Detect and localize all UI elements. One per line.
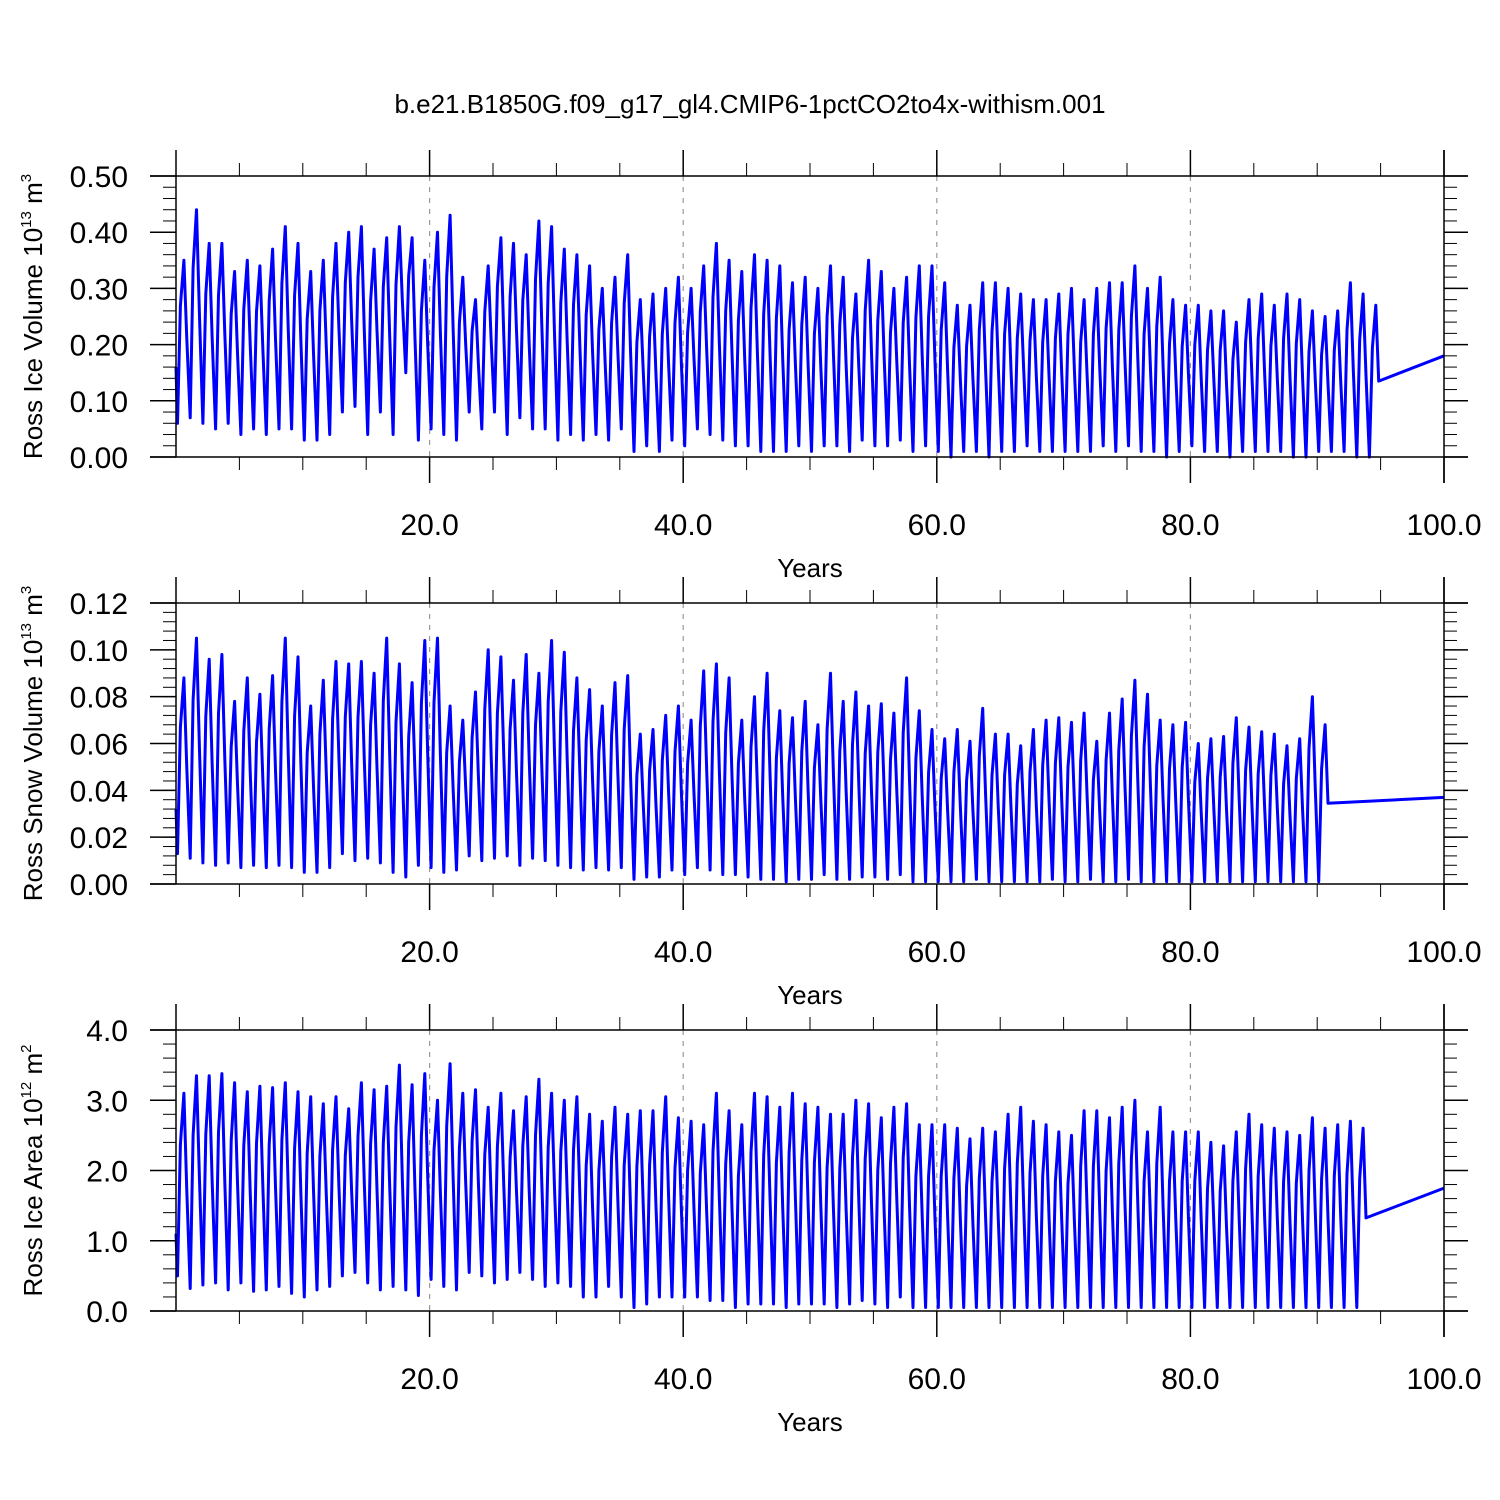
- y-axis-label-text: Ross Ice Volume 10: [18, 228, 48, 459]
- y-axis-label-superscript: 2: [18, 1045, 35, 1053]
- x-axis-label: Years: [777, 1407, 843, 1437]
- y-tick-label: 0.00: [70, 442, 128, 475]
- data-series-line: [174, 1062, 1445, 1309]
- y-tick-label: 0.20: [70, 330, 128, 363]
- y-axis-label-superscript: 13: [18, 623, 35, 640]
- data-series-line: [174, 208, 1445, 459]
- y-axis-label-text: m: [18, 594, 48, 623]
- y-tick-label: 0.10: [70, 386, 128, 419]
- x-tick-label: 20.0: [400, 1363, 458, 1396]
- chart-panel-3: 0.0 1.0 2.0 3.0 4.0 20.0 40.0 60.0 80.0 100.0 Year…: [18, 1004, 1482, 1437]
- y-tick-label: 1.0: [86, 1226, 128, 1259]
- x-tick-label: 60.0: [908, 936, 966, 969]
- y-axis-label-superscript: 3: [18, 174, 35, 182]
- y-tick-label: 0.06: [70, 729, 128, 762]
- x-tick-label: 80.0: [1161, 1363, 1219, 1396]
- y-tick-label: 0.50: [70, 161, 128, 194]
- y-axis-label: Ross Snow Volume 1013 m3: [18, 586, 48, 902]
- y-axis-label-superscript: 12: [18, 1082, 35, 1099]
- y-tick-label: 4.0: [86, 1015, 128, 1048]
- y-tick-label: 0.10: [70, 635, 128, 668]
- y-tick-label: 0.30: [70, 273, 128, 306]
- x-axis-label: Years: [777, 553, 843, 583]
- x-tick-label: 100.0: [1406, 936, 1481, 969]
- y-axis-label-text: Ross Ice Area 10: [18, 1098, 48, 1296]
- x-tick-label: 20.0: [400, 509, 458, 542]
- y-tick-label: 0.00: [70, 869, 128, 902]
- y-tick-label: 0.12: [70, 588, 128, 621]
- x-tick-label: 60.0: [908, 509, 966, 542]
- x-tick-label: 40.0: [654, 936, 712, 969]
- y-axis-label: Ross Ice Area 1012 m2: [18, 1045, 48, 1297]
- x-tick-label: 40.0: [654, 1363, 712, 1396]
- data-series-line: [174, 636, 1445, 884]
- y-tick-label: 0.0: [86, 1296, 128, 1329]
- x-tick-label: 20.0: [400, 936, 458, 969]
- chart-panel-2: 0.00 0.02 0.04 0.06 0.08 0.10 0.12 20.0 40.0 60.0…: [18, 577, 1482, 1010]
- y-tick-label: 2.0: [86, 1156, 128, 1189]
- y-axis-label-superscript: 3: [18, 586, 35, 594]
- y-tick-label: 0.02: [70, 822, 128, 855]
- y-axis-label-text: m: [18, 182, 48, 211]
- y-axis-label-superscript: 13: [18, 211, 35, 228]
- y-axis-label-text: m: [18, 1053, 48, 1082]
- figure-title: b.e21.B1850G.f09_g17_gl4.CMIP6-1pctCO2to…: [394, 89, 1105, 119]
- y-tick-label: 0.40: [70, 217, 128, 250]
- x-tick-label: 40.0: [654, 509, 712, 542]
- x-tick-label: 80.0: [1161, 509, 1219, 542]
- y-tick-label: 3.0: [86, 1085, 128, 1118]
- y-tick-label: 0.04: [70, 775, 128, 808]
- x-axis-label: Years: [777, 980, 843, 1010]
- y-axis-label-text: Ross Snow Volume 10: [18, 640, 48, 902]
- y-tick-label: 0.08: [70, 682, 128, 715]
- x-tick-label: 60.0: [908, 1363, 966, 1396]
- x-tick-label: 80.0: [1161, 936, 1219, 969]
- x-tick-label: 100.0: [1406, 509, 1481, 542]
- x-tick-label: 100.0: [1406, 1363, 1481, 1396]
- chart-panel-1: 0.00 0.10 0.20 0.30 0.40 0.50 20.0 40.0 60.0 80.0…: [18, 150, 1482, 583]
- y-axis-label: Ross Ice Volume 1013 m3: [18, 174, 48, 459]
